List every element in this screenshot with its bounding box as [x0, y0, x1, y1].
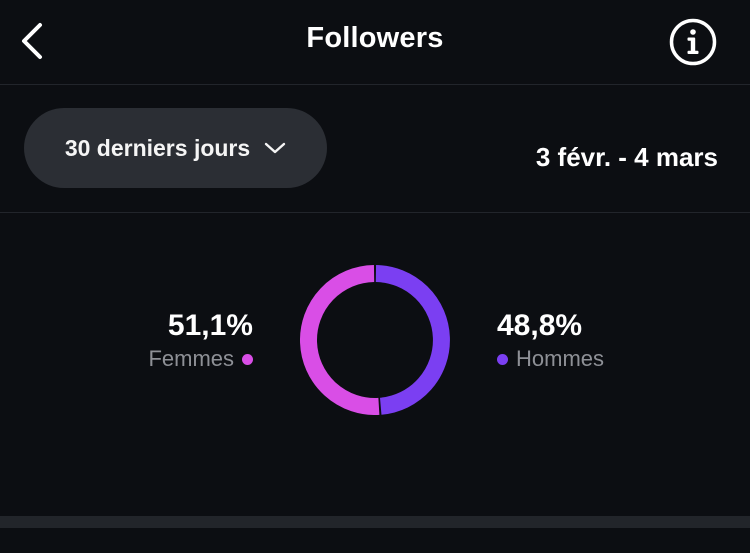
chevron-down-icon [264, 142, 286, 154]
top-bar: Followers [0, 0, 750, 85]
men-stat: 48,8% Hommes [497, 308, 604, 374]
men-label: Hommes [516, 346, 605, 371]
back-button[interactable] [12, 18, 52, 64]
women-stat: 51,1% Femmes [148, 308, 253, 374]
period-dropdown-label: 30 derniers jours [64, 134, 251, 161]
info-icon [669, 18, 717, 66]
info-button[interactable] [668, 17, 718, 67]
women-percentage: 51,1% [167, 309, 253, 342]
filter-row: 30 derniers jours 3 févr. - 4 mars [0, 85, 750, 213]
section-divider [0, 516, 750, 528]
chevron-left-icon [22, 23, 42, 59]
date-range: 3 févr. - 4 mars [535, 142, 718, 172]
men-color-dot [497, 353, 508, 365]
men-legend: Hommes [497, 344, 604, 374]
women-label: Femmes [148, 346, 234, 371]
page-title: Followers [306, 22, 444, 54]
women-arc [300, 265, 380, 415]
women-color-dot [242, 353, 253, 365]
women-legend: Femmes [148, 344, 253, 374]
period-dropdown[interactable]: 30 derniers jours [24, 108, 327, 188]
gender-donut-chart [300, 265, 450, 415]
men-percentage: 48,8% [497, 309, 583, 342]
men-arc [375, 265, 450, 415]
